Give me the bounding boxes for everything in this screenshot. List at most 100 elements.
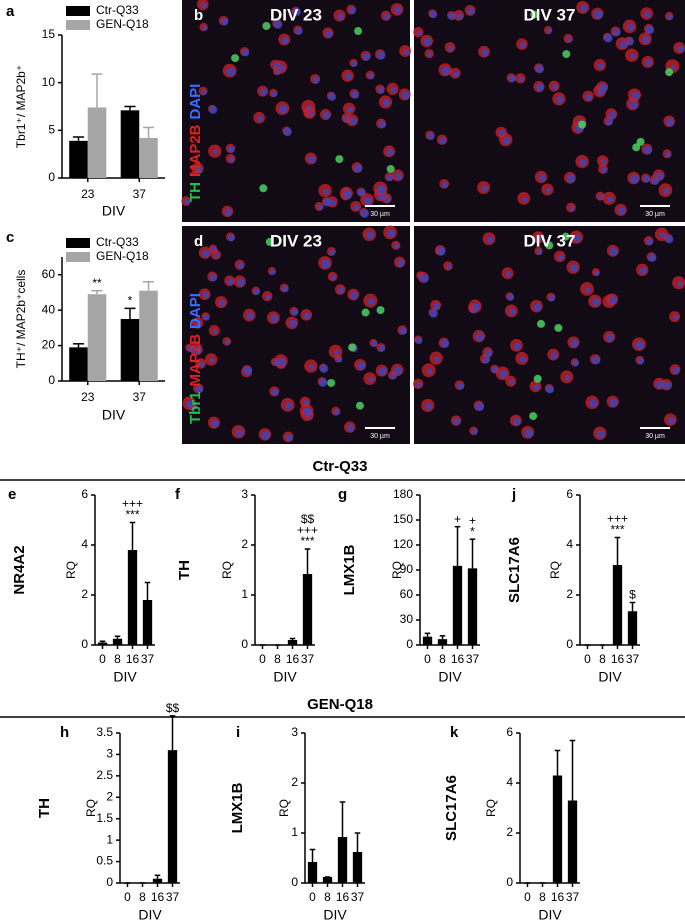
bar bbox=[422, 636, 433, 645]
nucleus bbox=[309, 364, 315, 370]
y-tick-label: 2 bbox=[291, 775, 298, 789]
nucleus bbox=[533, 303, 542, 312]
nucleus bbox=[672, 367, 680, 375]
nucleus bbox=[426, 368, 433, 375]
nucleus bbox=[605, 118, 613, 126]
y-tick-label: 2 bbox=[81, 587, 88, 601]
nucleus bbox=[545, 187, 552, 194]
nucleus bbox=[441, 66, 451, 76]
marker-cell bbox=[355, 401, 364, 410]
nucleus bbox=[663, 188, 670, 195]
nucleus bbox=[481, 48, 489, 57]
x-tick-label: 16 bbox=[451, 652, 465, 666]
x-tick-label: 37 bbox=[466, 652, 480, 666]
nucleus bbox=[386, 148, 394, 156]
nucleus bbox=[603, 33, 613, 43]
nucleus bbox=[667, 14, 674, 21]
y-tick-label: 6 bbox=[506, 725, 513, 739]
panel-letter: g bbox=[338, 486, 347, 503]
y-tick-label: 6 bbox=[566, 487, 573, 501]
field-label: DIV 37 bbox=[524, 5, 576, 24]
y-tick-label: 0.5 bbox=[96, 854, 113, 868]
significance-label: $ bbox=[629, 588, 636, 602]
nucleus bbox=[440, 339, 450, 349]
nucleus bbox=[228, 146, 235, 153]
nucleus bbox=[630, 174, 640, 184]
stain-name: MAP2B bbox=[187, 124, 204, 177]
y-axis-label: RQ bbox=[277, 799, 291, 817]
y-tick-label: 2 bbox=[506, 825, 513, 839]
significance-label: +++ bbox=[122, 497, 143, 511]
legend-swatch bbox=[66, 6, 90, 16]
x-tick-label: 16 bbox=[336, 890, 350, 904]
x-tick-label: 8 bbox=[324, 890, 331, 904]
nucleus bbox=[353, 204, 360, 211]
nucleus bbox=[548, 294, 556, 302]
nucleus bbox=[357, 361, 366, 371]
nucleus bbox=[312, 76, 320, 84]
nucleus bbox=[593, 10, 603, 20]
y-axis-label: Tbr1⁺/ MAP2b⁺ bbox=[14, 65, 28, 148]
nucleus bbox=[303, 312, 311, 320]
nucleus bbox=[644, 11, 651, 18]
nucleus bbox=[550, 352, 558, 360]
panel-letter: f bbox=[175, 486, 181, 503]
nucleus bbox=[508, 74, 516, 83]
nucleus bbox=[387, 229, 395, 238]
nucleus bbox=[475, 332, 485, 342]
nucleus bbox=[399, 327, 407, 335]
nucleus bbox=[676, 280, 683, 287]
nucleus bbox=[642, 36, 651, 44]
marker-cell bbox=[259, 184, 268, 193]
nucleus bbox=[601, 159, 607, 165]
nucleus bbox=[535, 83, 544, 92]
x-axis-label: DIV bbox=[598, 669, 622, 685]
nucleus bbox=[415, 337, 423, 345]
nucleus bbox=[224, 208, 233, 217]
y-axis-label: RQ bbox=[390, 561, 404, 579]
gene-label: SLC17A6 bbox=[443, 775, 460, 841]
micrograph bbox=[182, 0, 410, 222]
field-label: DIV 37 bbox=[524, 231, 576, 250]
x-tick-label: 0 bbox=[259, 652, 266, 666]
nucleus bbox=[482, 356, 490, 364]
nucleus bbox=[502, 136, 511, 145]
nucleus bbox=[507, 293, 515, 301]
nucleus bbox=[579, 158, 587, 167]
x-axis-label: DIV bbox=[102, 407, 126, 423]
marker-cell bbox=[327, 378, 336, 387]
x-tick-label: 23 bbox=[81, 390, 95, 404]
nucleus bbox=[351, 60, 358, 67]
x-tick-label: 0 bbox=[424, 652, 431, 666]
nucleus bbox=[566, 174, 576, 183]
nucleus bbox=[271, 388, 279, 396]
nucleus bbox=[325, 30, 333, 38]
nucleus bbox=[323, 188, 330, 195]
nucleus bbox=[371, 340, 378, 348]
nucleus bbox=[292, 7, 301, 17]
marker-cell bbox=[665, 68, 674, 77]
nucleus bbox=[394, 6, 402, 15]
nucleus bbox=[303, 407, 312, 417]
stain-name: DAPI bbox=[187, 84, 204, 120]
bar bbox=[139, 290, 158, 381]
nucleus bbox=[330, 274, 337, 281]
y-tick-label: 20 bbox=[42, 338, 56, 352]
y-tick-label: 2 bbox=[241, 537, 248, 551]
nucleus bbox=[580, 4, 588, 13]
y-tick-label: 90 bbox=[400, 562, 414, 576]
y-tick-label: 3.5 bbox=[96, 725, 113, 739]
nucleus bbox=[235, 428, 244, 437]
nucleus bbox=[202, 249, 210, 258]
panel-letter: d bbox=[194, 233, 203, 250]
nucleus bbox=[509, 379, 515, 385]
panel-letter: k bbox=[450, 724, 459, 741]
x-tick-label: 8 bbox=[274, 652, 281, 666]
nucleus bbox=[347, 106, 354, 113]
bar bbox=[87, 107, 107, 178]
x-tick-label: 37 bbox=[351, 890, 365, 904]
bar bbox=[612, 565, 623, 645]
nucleus bbox=[630, 53, 636, 59]
nucleus bbox=[627, 23, 635, 31]
